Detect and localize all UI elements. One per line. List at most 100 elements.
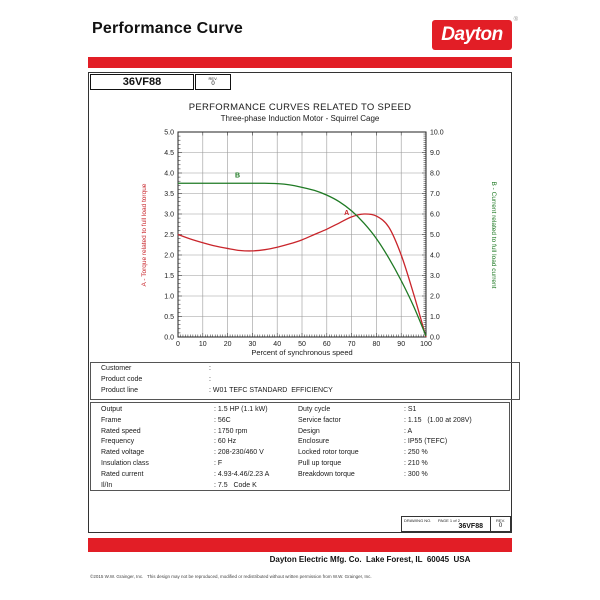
revision-box: REV. 0 — [195, 74, 231, 90]
svg-text:4.5: 4.5 — [164, 150, 174, 157]
svg-text:3.5: 3.5 — [164, 191, 174, 198]
spec-label: Rated voltage — [101, 449, 145, 457]
revision-value: 0 — [211, 81, 215, 87]
svg-text:100: 100 — [420, 341, 432, 348]
drawing-rev-cell: REV. 0 — [491, 516, 511, 532]
svg-text:60: 60 — [323, 341, 331, 348]
dayton-logo-wordmark: Dayton — [441, 24, 503, 45]
spec-label: Breakdown torque — [298, 470, 355, 478]
drawing-number-box: DRAWING NO. PAGE 1 of 2 36VF88 REV. 0 — [401, 516, 511, 532]
drawing-no-label: DRAWING NO. — [404, 518, 432, 523]
spec-label: Customer — [101, 365, 132, 372]
spec-value: : 1.5 HP (1.1 kW) — [214, 406, 268, 413]
spec-label: Output — [101, 406, 123, 413]
spec-label: Il/In — [101, 481, 113, 489]
spec-row: Enclosure: IP55 (TEFC) — [298, 438, 472, 449]
spec-value: : A — [404, 427, 413, 435]
svg-text:7.0: 7.0 — [430, 191, 440, 198]
svg-text:50: 50 — [298, 341, 306, 348]
spec-value: : 210 % — [404, 459, 428, 467]
model-number-box: 36VF88 — [90, 74, 194, 90]
spec-label: Product line — [101, 386, 138, 394]
spec-label: Product code — [101, 375, 143, 383]
page-count-label: PAGE 1 of 2 — [438, 518, 460, 523]
chart-subtitle: Three-phase Induction Motor - Squirrel C… — [220, 114, 380, 123]
svg-text:4.0: 4.0 — [430, 253, 440, 260]
page-title: Performance Curve — [92, 20, 244, 37]
spec-value: : 1.15 (1.00 at 208V) — [404, 416, 472, 424]
spec-value: : — [209, 375, 213, 383]
svg-text:10.0: 10.0 — [430, 130, 444, 137]
drawing-no-value: 36VF88 — [458, 523, 483, 530]
copyright-line: ©2015 W.W. Grainger, Inc. This design ma… — [90, 574, 372, 579]
spec-row: Rated speed : 1750 rpm — [101, 428, 269, 439]
spec-value: : 1750 rpm — [214, 427, 248, 435]
svg-text:B: B — [235, 173, 240, 180]
svg-text:1.0: 1.0 — [164, 294, 174, 301]
spec-label: Pull up torque — [298, 459, 342, 467]
svg-text:B - Current related to full lo: B - Current related to full load current — [490, 182, 497, 289]
svg-text:A - Torque related to full loa: A - Torque related to full load torque — [141, 183, 148, 286]
svg-text:2.0: 2.0 — [164, 253, 174, 260]
customer-info-table: Customer: Product code: Product line: W0… — [90, 362, 520, 400]
spec-column-right: Duty cycle : S1 Service factor : 1.15 (1.00… — [298, 406, 472, 482]
performance-chart: 0 10 20 30 40 50 60 70 80 90 1000.00.51.01.52.02.5… — [141, 130, 497, 358]
svg-text:8.0: 8.0 — [430, 171, 440, 178]
drawing-number-cell: DRAWING NO. PAGE 1 of 2 36VF88 — [401, 516, 491, 532]
spec-value: : 4.93-4.46/2.23 A — [214, 470, 270, 478]
spec-label: Rated speed — [101, 427, 141, 435]
drawing-rev-label: REV. — [496, 518, 505, 523]
bottom-red-divider — [88, 538, 512, 552]
svg-text:A: A — [344, 210, 349, 217]
company-address-line: Dayton Electric Mfg. Co. Lake Forest, IL… — [269, 555, 471, 564]
curve-A — [177, 213, 427, 338]
svg-text:80: 80 — [373, 341, 381, 348]
svg-text:1.5: 1.5 — [164, 273, 174, 280]
datasheet-page: 36VF88 REV. 0 PERFORMANCE CURVES RELATED… — [88, 72, 520, 533]
spec-label: Service factor — [298, 416, 341, 424]
spec-label: Frame — [101, 416, 122, 424]
svg-text:40: 40 — [273, 341, 281, 348]
spec-row: Design : A — [298, 428, 472, 439]
svg-text:5.0: 5.0 — [430, 232, 440, 239]
spec-row: Locked rotor torque: 250 % — [298, 449, 472, 460]
spec-value: : S1 — [404, 406, 417, 413]
drawing-rev-value: 0 — [498, 523, 503, 529]
spec-value: : IP55 (TEFC) — [404, 438, 448, 446]
top-red-divider — [88, 57, 512, 68]
spec-value: : 250 % — [404, 449, 428, 457]
svg-text:90: 90 — [397, 341, 405, 348]
spec-row: Frequency : 60 Hz — [101, 438, 269, 449]
spec-row: Product line: W01 TEFC STANDARD EFFICIEN… — [101, 387, 519, 398]
svg-text:2.5: 2.5 — [164, 232, 174, 239]
spec-row: Frame: 56C — [101, 417, 269, 428]
spec-label: Frequency — [101, 438, 135, 446]
svg-text:0.0: 0.0 — [164, 335, 174, 342]
svg-text:3.0: 3.0 — [430, 273, 440, 280]
svg-text:6.0: 6.0 — [430, 212, 440, 219]
curve-B — [177, 182, 427, 337]
dayton-logo: Dayton ® — [432, 17, 518, 50]
spec-value: : — [209, 365, 213, 372]
svg-text:9.0: 9.0 — [430, 150, 440, 157]
svg-text:4.0: 4.0 — [164, 171, 174, 178]
spec-label: Duty cycle — [298, 406, 331, 413]
spec-label: Design — [298, 427, 320, 435]
svg-text:1.0: 1.0 — [430, 314, 440, 321]
svg-text:2.0: 2.0 — [430, 294, 440, 301]
svg-text:0.5: 0.5 — [164, 314, 174, 321]
spec-label: Insulation class — [101, 459, 149, 467]
svg-text:3.0: 3.0 — [164, 212, 174, 219]
spec-row: Customer: — [101, 365, 519, 376]
spec-row: Il/In: 7.5 Code K — [101, 482, 269, 493]
spec-value: : F — [214, 459, 223, 467]
spec-row: Rated voltage: 208-230/460 V — [101, 449, 269, 460]
chart-title: PERFORMANCE CURVES RELATED TO SPEED — [188, 102, 412, 113]
spec-value: : 60 Hz — [214, 438, 237, 446]
svg-text:Percent of synchronous speed: Percent of synchronous speed — [251, 348, 352, 357]
spec-row: Rated current: 4.93-4.46/2.23 A — [101, 471, 269, 482]
svg-text:0.0: 0.0 — [430, 335, 440, 342]
spec-row: Pull up torque : 210 % — [298, 460, 472, 471]
svg-text:30: 30 — [249, 341, 257, 348]
